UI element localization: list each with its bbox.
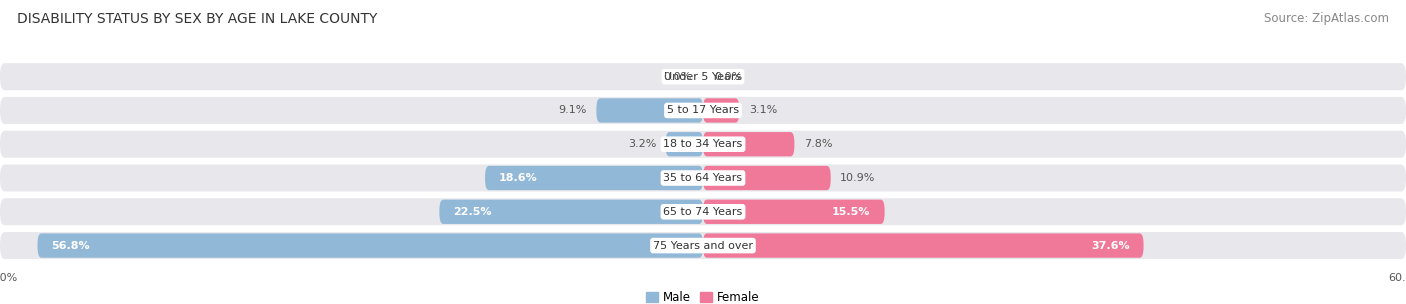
FancyBboxPatch shape: [0, 198, 1406, 225]
FancyBboxPatch shape: [0, 232, 1406, 259]
Text: 18 to 34 Years: 18 to 34 Years: [664, 139, 742, 149]
FancyBboxPatch shape: [485, 166, 703, 190]
FancyBboxPatch shape: [703, 233, 1143, 258]
Text: 65 to 74 Years: 65 to 74 Years: [664, 207, 742, 217]
Legend: Male, Female: Male, Female: [641, 286, 765, 304]
Text: 9.1%: 9.1%: [558, 105, 588, 116]
FancyBboxPatch shape: [0, 131, 1406, 158]
Text: 18.6%: 18.6%: [499, 173, 538, 183]
Text: 22.5%: 22.5%: [453, 207, 492, 217]
Text: 3.2%: 3.2%: [627, 139, 657, 149]
Text: 0.0%: 0.0%: [664, 72, 692, 82]
FancyBboxPatch shape: [439, 200, 703, 224]
Text: 10.9%: 10.9%: [841, 173, 876, 183]
Text: Source: ZipAtlas.com: Source: ZipAtlas.com: [1264, 12, 1389, 25]
FancyBboxPatch shape: [703, 166, 831, 190]
FancyBboxPatch shape: [703, 132, 794, 156]
Text: 35 to 64 Years: 35 to 64 Years: [664, 173, 742, 183]
Text: 7.8%: 7.8%: [804, 139, 832, 149]
Text: 5 to 17 Years: 5 to 17 Years: [666, 105, 740, 116]
Text: 37.6%: 37.6%: [1091, 240, 1129, 250]
FancyBboxPatch shape: [703, 200, 884, 224]
Text: 15.5%: 15.5%: [832, 207, 870, 217]
Text: 56.8%: 56.8%: [52, 240, 90, 250]
FancyBboxPatch shape: [0, 164, 1406, 192]
FancyBboxPatch shape: [0, 97, 1406, 124]
FancyBboxPatch shape: [703, 98, 740, 123]
Text: 75 Years and over: 75 Years and over: [652, 240, 754, 250]
FancyBboxPatch shape: [38, 233, 703, 258]
Text: Under 5 Years: Under 5 Years: [665, 72, 741, 82]
Text: DISABILITY STATUS BY SEX BY AGE IN LAKE COUNTY: DISABILITY STATUS BY SEX BY AGE IN LAKE …: [17, 12, 377, 26]
FancyBboxPatch shape: [665, 132, 703, 156]
Text: 3.1%: 3.1%: [749, 105, 778, 116]
FancyBboxPatch shape: [596, 98, 703, 123]
Text: 0.0%: 0.0%: [714, 72, 742, 82]
FancyBboxPatch shape: [0, 63, 1406, 90]
